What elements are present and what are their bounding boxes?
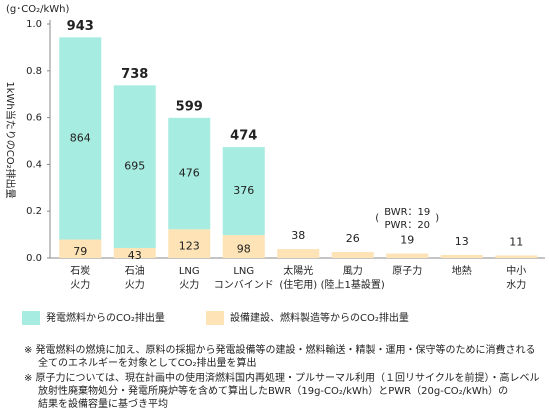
segment-label: 376: [233, 184, 254, 197]
x-tick-label: 風力: [343, 264, 363, 277]
bar-segment: [59, 37, 102, 240]
legend-label: 設備建設、燃料製造等からのCO₂排出量: [230, 311, 409, 324]
bar-segment: [113, 247, 156, 258]
y-tick-label: 0.4: [26, 159, 42, 170]
note: ※ 発電燃料の燃焼に加え、原料の採掘から発電設備等の建設・燃料輸送・精製・運用・…: [24, 343, 536, 356]
y-tick-label: 0.2: [26, 206, 42, 217]
segment-label: 79: [73, 245, 87, 258]
total-label: 943: [67, 19, 94, 34]
bar-segment: [277, 249, 320, 258]
x-tick-label: LNG: [233, 266, 254, 277]
x-tick-label: 太陽光: [283, 264, 313, 277]
bar-segment: [222, 147, 265, 236]
x-tick-label: (住宅用): [279, 278, 317, 291]
bar-top-label: 13: [455, 235, 469, 248]
unit-label: (g･CO₂/kWh): [6, 4, 69, 15]
y-tick-label: 0.6: [26, 113, 42, 124]
segment-label: 43: [128, 249, 142, 262]
x-tick-label: (陸上1基設置): [321, 278, 385, 291]
x-tick-label: 石炭: [70, 265, 90, 277]
x-tick-label: コンバインド: [214, 279, 274, 291]
x-tick-label: 火力: [125, 278, 145, 291]
x-tick-label: 火力: [70, 278, 90, 291]
bar-segment: [331, 251, 374, 258]
x-tick-label: LNG: [179, 266, 200, 277]
segment-label: 476: [179, 167, 200, 180]
bar-top-label: 26: [346, 232, 360, 245]
y-tick-label: 0.0: [26, 253, 42, 264]
y-tick-label: 0.8: [26, 66, 42, 77]
x-tick-label: 地熱: [452, 264, 472, 277]
bar-top-label: 38: [291, 229, 305, 242]
total-label: 474: [230, 129, 257, 144]
segment-label: 695: [124, 160, 145, 173]
x-tick-label: 中小: [506, 264, 526, 277]
legend-swatch: [206, 311, 224, 325]
x-tick-label: 原子力: [392, 264, 422, 277]
y-tick-label: 1.0: [26, 19, 42, 30]
bar-top-label: 19: [400, 234, 414, 247]
annotation: BWR：19: [384, 207, 430, 218]
segment-label: 98: [237, 243, 251, 256]
bar-segment: [440, 254, 483, 258]
note: 放射性廃棄物処分・発電所廃炉等を含めて算出したBWR（19g-CO₂/kWh）と…: [38, 384, 508, 397]
bar-segment: [495, 255, 538, 258]
bar-top-label: 11: [509, 235, 523, 248]
bar-segment: [59, 239, 102, 258]
y-axis-label: 1kWh当たりのCO₂排出量: [4, 81, 17, 198]
total-label: 599: [176, 99, 203, 114]
bar-segment: [113, 85, 156, 248]
bar-segment: [222, 235, 265, 258]
segment-label: 123: [179, 240, 200, 253]
x-tick-label: 石油: [125, 264, 145, 277]
annotation-bracket: ): [435, 213, 439, 224]
bar-segment: [168, 117, 211, 230]
total-label: 738: [121, 67, 148, 82]
bar-segment: [168, 229, 211, 258]
note: 全てのエネルギーを対象としてCO₂排出量を算出: [38, 356, 257, 369]
annotation: PWR：20: [384, 220, 430, 231]
bar-segment: [386, 253, 429, 258]
segment-label: 864: [70, 131, 91, 144]
x-tick-label: 火力: [179, 278, 199, 291]
x-tick-label: 水力: [506, 278, 526, 291]
note: ※ 原子力については、現在計画中の使用済燃料国内再処理・プルサーマル利用（１回リ…: [24, 371, 540, 384]
legend-label: 発電燃料からのCO₂排出量: [46, 311, 165, 324]
legend-swatch: [22, 311, 40, 325]
annotation-bracket: (: [375, 213, 379, 224]
note: 結果を設備容量に基づき平均: [38, 397, 168, 410]
